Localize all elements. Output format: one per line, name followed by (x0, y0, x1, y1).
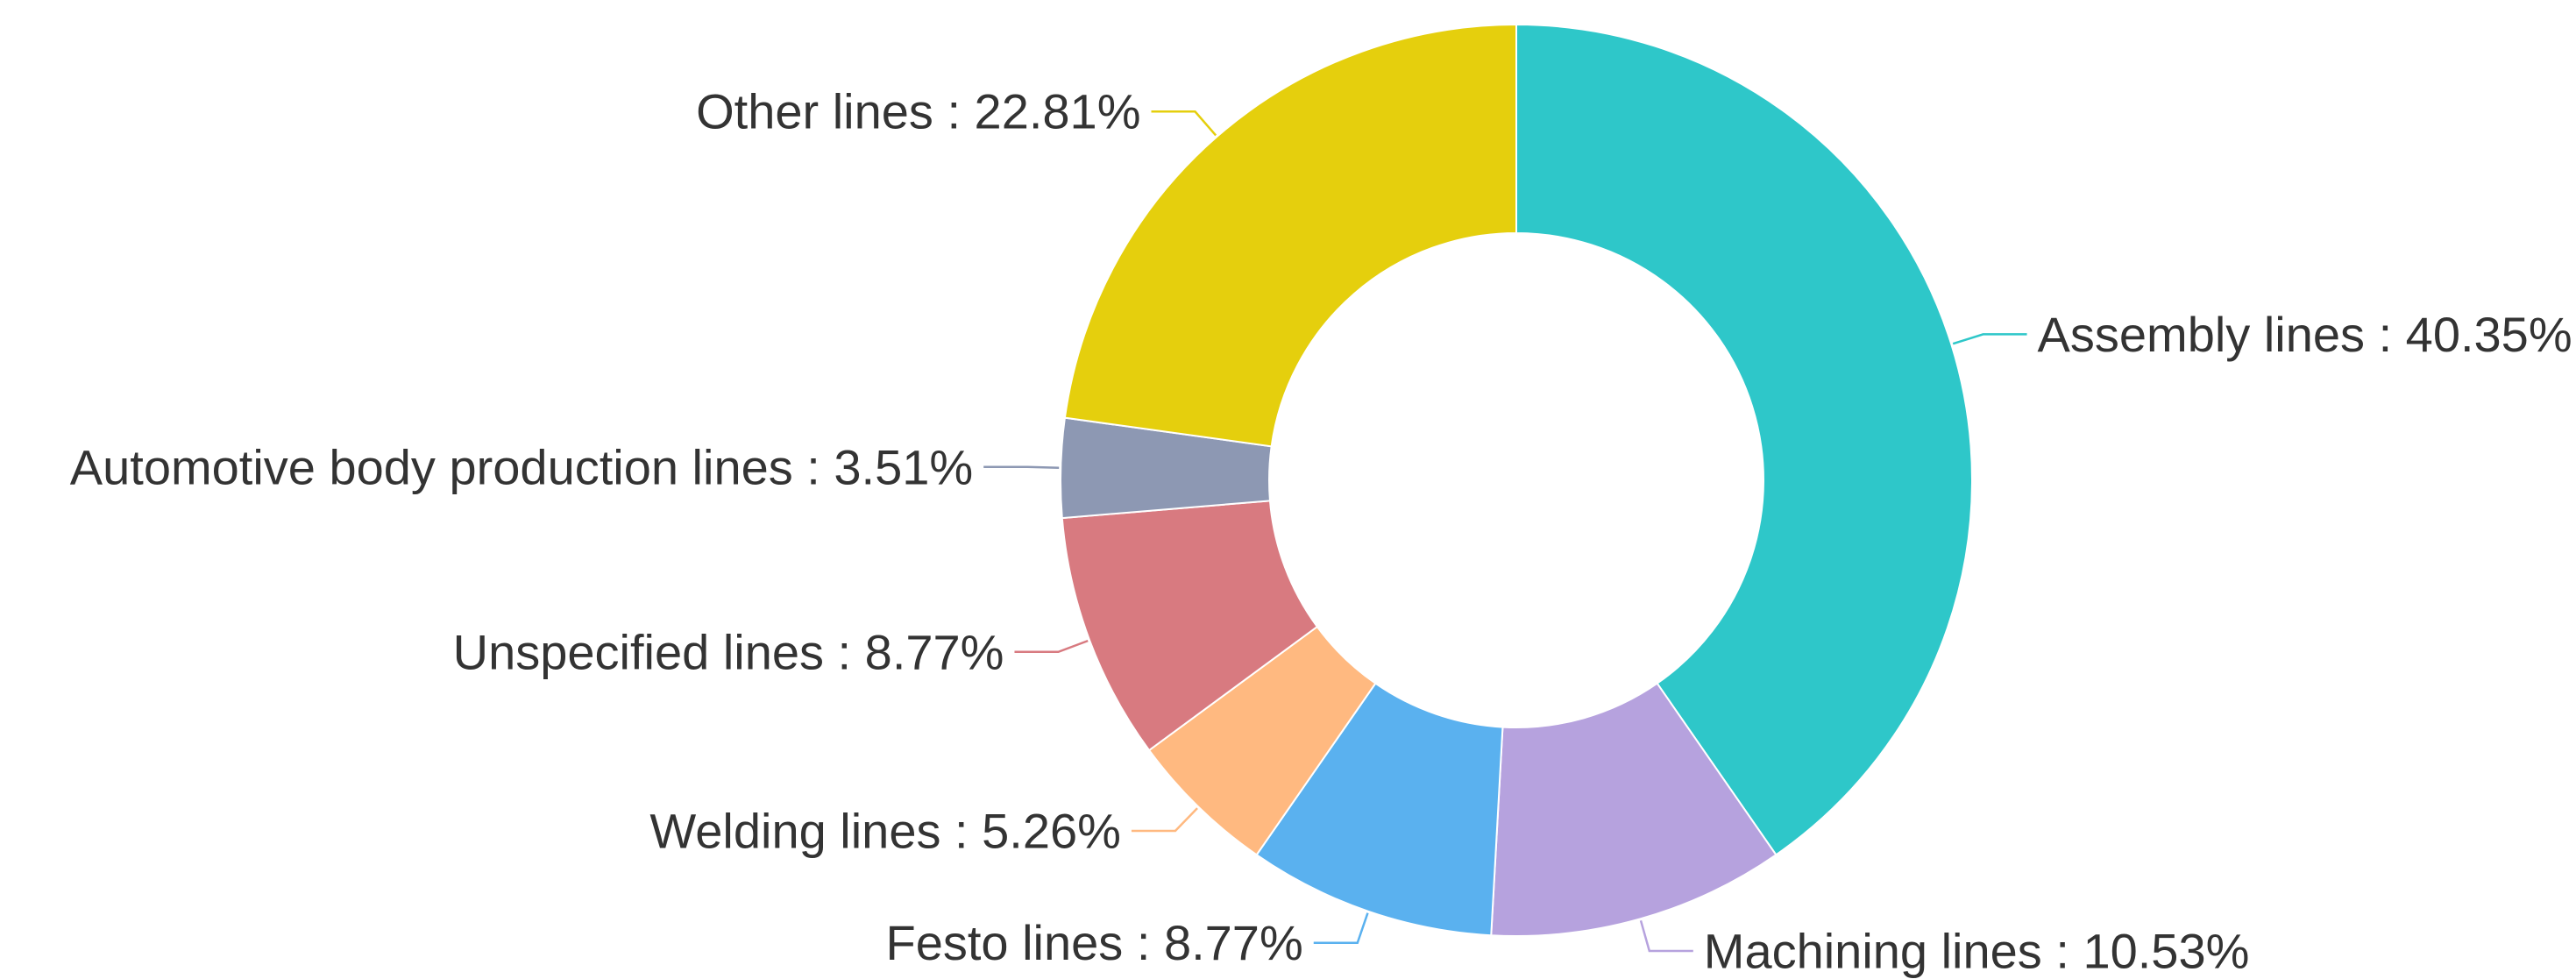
slice-label-welding-lines: Welding lines : 5.26% (649, 803, 1121, 858)
slice-label-assembly-lines: Assembly lines : 40.35% (2038, 307, 2572, 362)
slice-label-festo-lines: Festo lines : 8.77% (886, 915, 1303, 970)
slices-layer (1060, 23, 1973, 937)
slice-label-automotive-body-production-lines: Automotive body production lines : 3.51% (70, 439, 973, 494)
slice-assembly-lines[interactable] (1515, 23, 1973, 856)
leader-line-unspecified-lines (1014, 639, 1089, 654)
leader-line-machining-lines (1639, 919, 1693, 953)
slice-label-unspecified-lines: Unspecified lines : 8.77% (453, 624, 1004, 679)
leader-line-welding-lines (1131, 807, 1198, 833)
leader-lines-layer (983, 110, 2027, 953)
leader-line-other-lines (1151, 110, 1217, 137)
slice-label-other-lines: Other lines : 22.81% (696, 84, 1140, 139)
slice-machining-lines[interactable] (1490, 682, 1778, 937)
leader-line-festo-lines (1313, 912, 1369, 944)
slice-label-machining-lines: Machining lines : 10.53% (1704, 923, 2250, 978)
slice-other-lines[interactable] (1063, 23, 1517, 448)
leader-line-assembly-lines (1952, 333, 2027, 345)
leader-line-automotive-body-production-lines (983, 465, 1060, 469)
labels-layer: Assembly lines : 40.35% Machining lines :… (70, 84, 2572, 979)
